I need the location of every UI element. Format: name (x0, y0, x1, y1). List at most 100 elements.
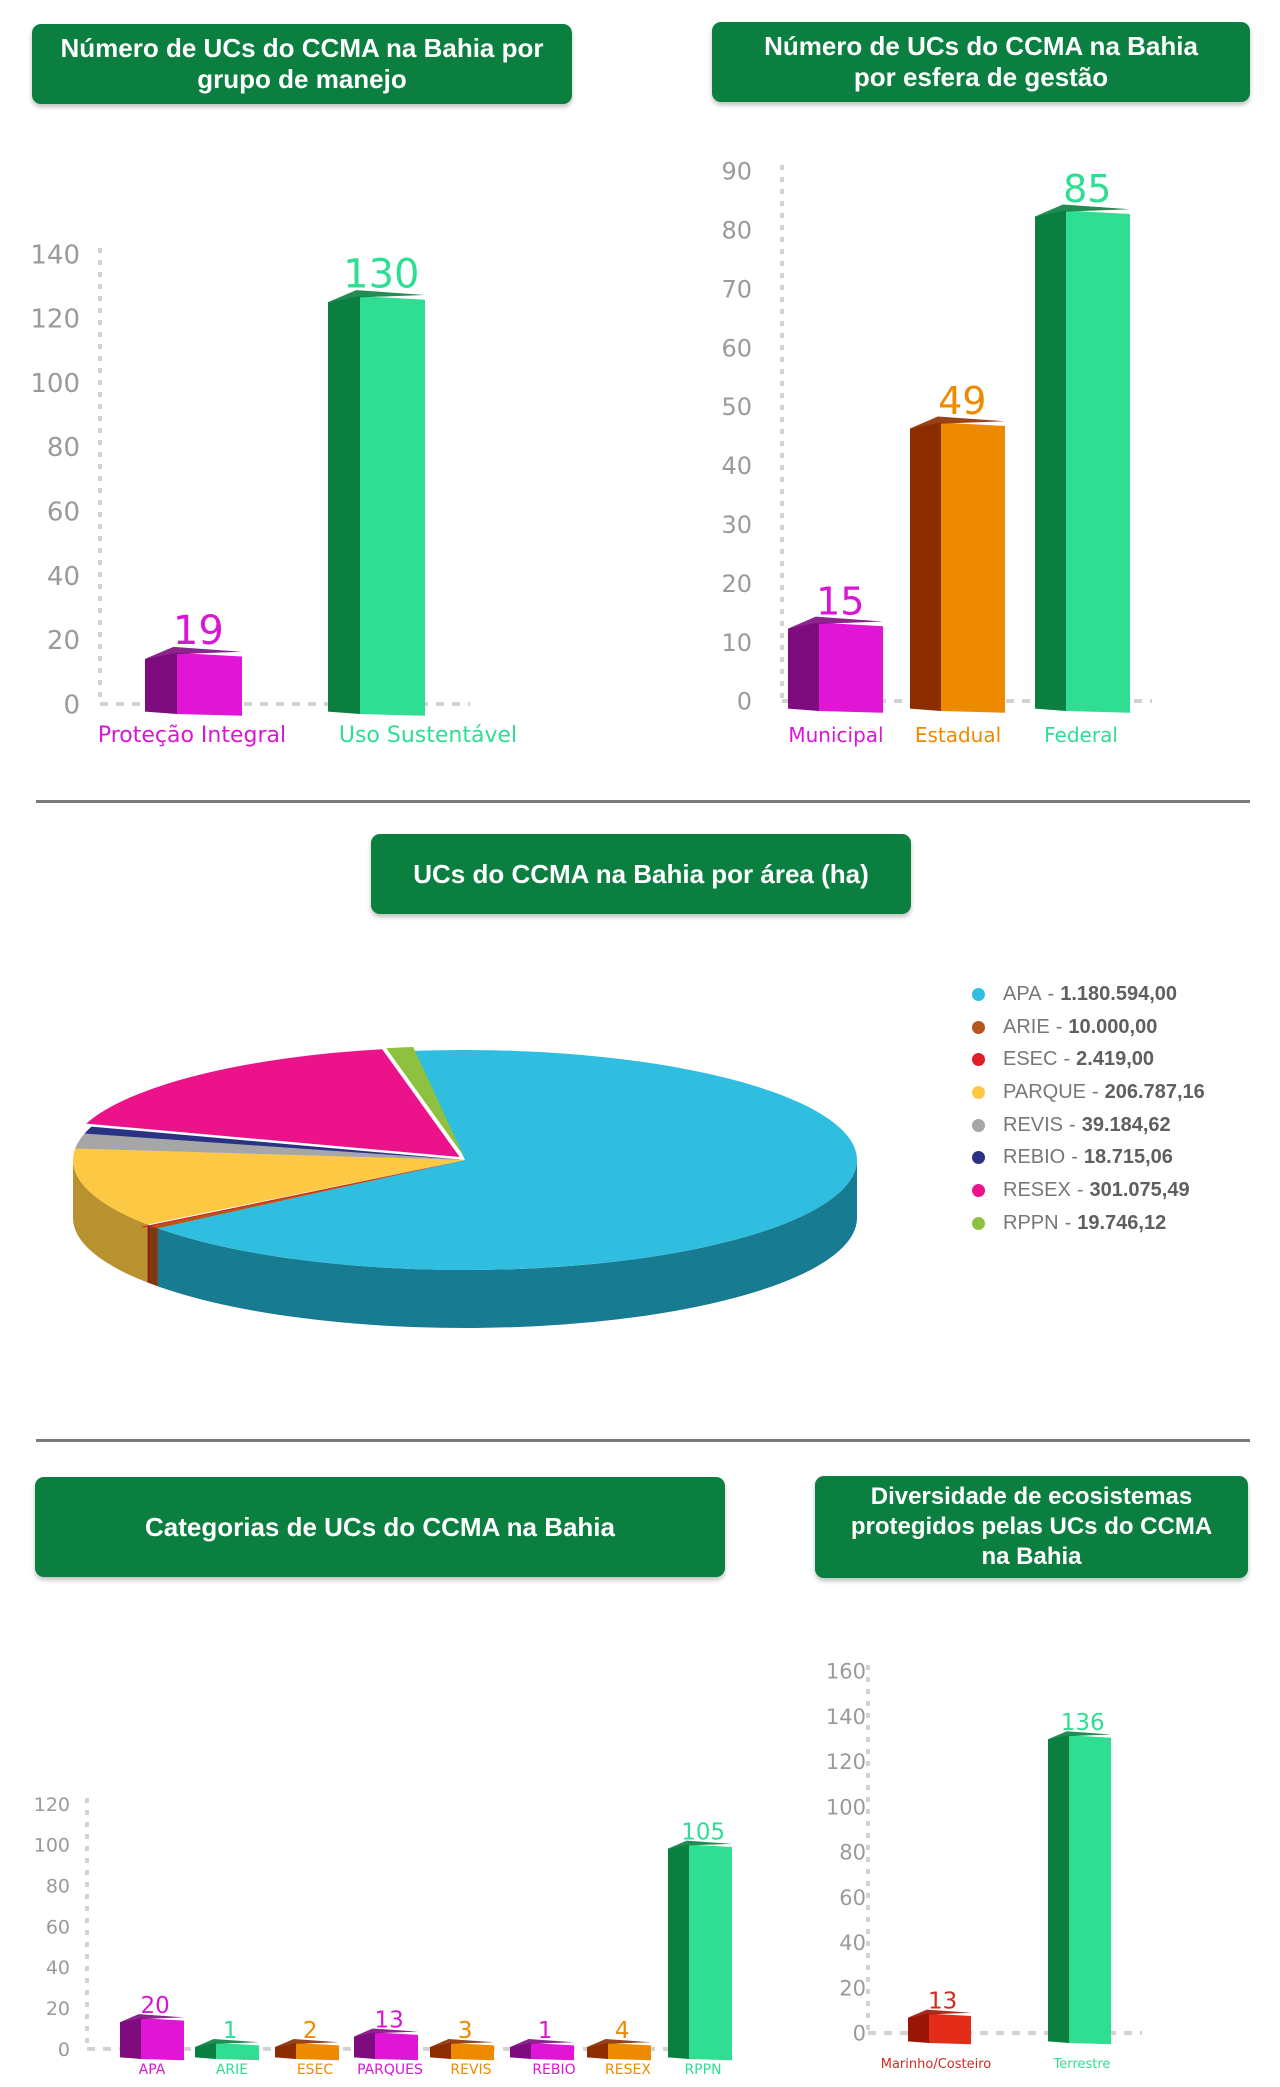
bar-value-label: 19 (173, 608, 224, 654)
y-tick-label: 50 (721, 393, 752, 421)
legend-separator: - (1063, 1048, 1071, 1071)
category-label: APA (139, 2062, 166, 2078)
legend-swatch (972, 1183, 985, 1197)
y-tick-label: 60 (46, 1916, 70, 1938)
y-tick-label: 80 (721, 217, 752, 245)
y-tick-label: 10 (721, 629, 752, 657)
y-tick-label: 0 (737, 688, 752, 716)
bar-side-face (354, 2032, 375, 2059)
legend-value: 206.787,16 (1104, 1080, 1205, 1103)
category-label: RESEX (605, 2062, 651, 2078)
category-label: Marinho/Costeiro (881, 2057, 992, 2072)
legend-swatch (972, 1118, 985, 1132)
bar-side-face (908, 2013, 929, 2043)
legend-separator: - (1047, 982, 1055, 1005)
y-tick-label: 140 (826, 1705, 866, 1729)
bar-top-face (354, 2028, 418, 2037)
bar-rebio (510, 2039, 574, 2061)
bar-top-face (788, 616, 883, 629)
bar-value-label: 13 (375, 2007, 404, 2033)
bar-front-face (141, 2018, 184, 2061)
legend-item-esec: ESEC -2.419,00 (972, 1043, 1205, 1076)
bar-front-face (531, 2043, 574, 2061)
legend-separator: - (1091, 1080, 1099, 1103)
legend-item-resex: RESEX -301.075,49 (972, 1174, 1205, 1207)
category-label: ARIE (216, 2062, 248, 2078)
legend-name: REVIS (1003, 1113, 1064, 1136)
y-tick-label: 160 (826, 1660, 866, 1684)
category-label: Municipal (788, 723, 883, 747)
bar-prote-o-integral (145, 646, 242, 716)
y-tick-label: 0 (58, 2039, 70, 2061)
bar-side-face (668, 1844, 689, 2059)
ecossistemas-chart-title: Diversidade de ecosistemas protegidos pe… (815, 1476, 1248, 1578)
legend-value: 19.746,12 (1077, 1211, 1167, 1234)
legend-name: ESEC (1003, 1048, 1058, 1071)
bar-estadual (910, 416, 1005, 713)
y-tick-label: 70 (721, 275, 752, 303)
bar-top-face (1048, 1731, 1111, 1740)
legend-separator: - (1064, 1211, 1072, 1234)
pie-slice-apa (157, 1050, 858, 1270)
bar-federal (1035, 204, 1130, 713)
legend-swatch (972, 1216, 985, 1230)
y-tick-label: 40 (46, 1957, 70, 1979)
bar-front-face (216, 2043, 259, 2061)
pie-side-apa (157, 1160, 857, 1328)
bar-side-face (1048, 1735, 1069, 2043)
bar-top-face (430, 2039, 494, 2047)
legend-item-rppn: RPPN -19.746,12 (972, 1207, 1205, 1240)
bar-front-face (360, 296, 425, 716)
bar-top-face (910, 416, 1005, 429)
bar-front-face (819, 622, 883, 713)
category-label: REBIO (532, 2062, 575, 2078)
bar-value-label: 85 (1063, 167, 1111, 211)
legend-item-revis: REVIS -39.184,62 (972, 1109, 1205, 1142)
pie-slice-esec (141, 1162, 459, 1228)
bar-value-label: 49 (938, 379, 986, 423)
bar-marinho-costeiro (908, 2009, 971, 2045)
bar-front-face (1069, 1735, 1111, 2045)
bar-revis (430, 2039, 494, 2061)
bar-top-face (145, 646, 242, 659)
category-label: Estadual (915, 723, 1001, 747)
category-label: Uso Sustentável (339, 723, 517, 748)
legend-name: RPPN (1003, 1211, 1059, 1234)
y-tick-label: 0 (63, 690, 80, 720)
bar-side-face (788, 622, 819, 711)
y-tick-label: 60 (47, 498, 80, 528)
category-label: ESEC (297, 2062, 334, 2078)
legend-item-parque: PARQUE -206.787,16 (972, 1076, 1205, 1109)
bar-uso-sustent-vel (328, 290, 425, 716)
bar-value-label: 1 (538, 2018, 553, 2044)
bar-top-face (195, 2039, 259, 2047)
y-tick-label: 20 (47, 626, 80, 656)
bar-value-label: 13 (928, 1989, 957, 2015)
bar-front-face (451, 2043, 494, 2061)
bar-front-face (689, 1844, 732, 2061)
bar-top-face (908, 2009, 971, 2018)
categorias-chart-title: Categorias de UCs do CCMA na Bahia (35, 1477, 725, 1577)
bar-terrestre (1048, 1731, 1111, 2045)
y-tick-label: 120 (34, 1794, 70, 1816)
y-tick-label: 100 (34, 1835, 70, 1857)
y-tick-label: 20 (839, 1976, 866, 2000)
bar-value-label: 15 (816, 579, 864, 623)
legend-swatch (972, 1053, 985, 1067)
y-tick-label: 40 (47, 562, 80, 592)
legend-swatch (972, 987, 985, 1001)
y-tick-label: 80 (839, 1841, 866, 1865)
category-label: RPPN (684, 2062, 721, 2078)
bar-municipal (788, 616, 883, 713)
bar-value-label: 2 (303, 2018, 318, 2044)
bar-front-face (1066, 210, 1130, 713)
bar-front-face (296, 2043, 339, 2061)
legend-item-apa: APA -1.180.594,00 (972, 978, 1205, 1011)
pie-slice-resex (86, 1049, 460, 1158)
bar-top-face (1035, 204, 1130, 217)
bar-side-face (1035, 210, 1066, 711)
category-label: Terrestre (1053, 2057, 1111, 2072)
y-tick-label: 100 (30, 369, 80, 399)
legend-value: 18.715,06 (1083, 1146, 1173, 1169)
y-tick-label: 90 (721, 158, 752, 186)
